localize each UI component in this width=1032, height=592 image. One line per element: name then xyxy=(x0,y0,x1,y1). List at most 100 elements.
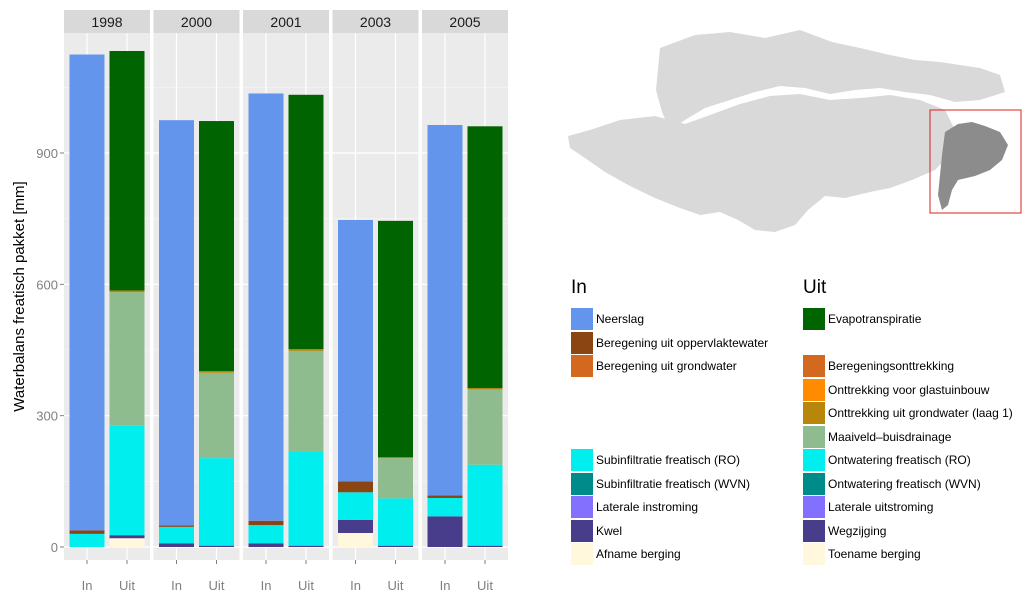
legend-label: Laterale instroming xyxy=(596,500,699,514)
legend-swatch xyxy=(571,355,593,377)
bar-segment-in xyxy=(427,497,463,517)
bar-segment-uit xyxy=(199,371,234,373)
legend-swatch xyxy=(571,449,593,471)
legend-label: Neerslag xyxy=(596,312,645,326)
legend-in-item: Neerslag xyxy=(571,308,644,330)
bar-segment-in xyxy=(248,520,284,526)
bar-segment-uit xyxy=(378,458,413,499)
bar-segment-uit xyxy=(199,121,234,372)
bar-segment-uit xyxy=(467,389,503,465)
bar-segment-uit xyxy=(467,464,503,546)
y-tick-label: 600 xyxy=(36,277,58,292)
map-region-north xyxy=(656,30,1005,130)
bar-segment-in xyxy=(338,492,373,520)
facet-strip xyxy=(64,10,150,33)
legend-label: Beregeningsonttrekking xyxy=(828,359,955,373)
bar-segment-uit xyxy=(288,350,324,452)
y-axis-title: Waterbalans freatisch pakket [mm] xyxy=(11,181,28,411)
bar-segment-uit xyxy=(199,372,234,459)
legend-label: Maaiveld–buisdrainage xyxy=(828,429,952,444)
bar-segment-uit xyxy=(109,290,145,293)
bar-segment-uit xyxy=(288,545,324,547)
bar-segment-in xyxy=(69,530,105,534)
legend-label: Onttrekking uit grondwater (laag 1) xyxy=(828,406,1013,420)
bar-segment-uit xyxy=(467,126,503,389)
legend-in-item: Kwel xyxy=(571,519,622,542)
facet-strip xyxy=(153,10,240,33)
legend-swatch xyxy=(571,308,593,330)
legend-swatch xyxy=(803,519,825,542)
x-tick-label: Uit xyxy=(119,578,135,592)
waterbalance-chart: Waterbalans freatisch pakket [mm] 1998 In U… xyxy=(11,10,508,592)
legend-label: Wegzijging xyxy=(828,523,887,538)
bar-segment-in xyxy=(248,525,284,544)
bar-segment-uit xyxy=(378,220,413,458)
bar-segment-in xyxy=(69,533,105,547)
bar-segment-uit xyxy=(199,545,234,547)
legend-label: Subinfiltratie freatisch (RO) xyxy=(596,453,741,467)
legend-title-in: In xyxy=(571,277,587,298)
legend-uit-item: Wegzijging xyxy=(803,519,887,542)
legend-in-item: Beregening uit grondwater xyxy=(571,355,737,377)
locator-map xyxy=(560,20,1025,240)
x-tick-label: Uit xyxy=(477,578,493,592)
legend-label: Ontwatering freatisch (WVN) xyxy=(828,476,981,491)
legend-label: Beregening uit oppervlaktewater xyxy=(596,335,769,350)
x-tick-label: In xyxy=(440,578,451,592)
x-tick-label: Uit xyxy=(298,578,314,592)
legend-swatch xyxy=(803,355,825,377)
legend-swatch xyxy=(803,449,825,471)
legend-uit-item: Ontwatering freatisch (RO) xyxy=(803,449,971,471)
bar-segment-uit xyxy=(199,458,234,546)
bar-segment-uit xyxy=(288,349,324,351)
bar-segment-in xyxy=(338,219,373,482)
legend-uit-item: Onttrekking voor glastuinbouw xyxy=(803,378,990,401)
bar-segment-in xyxy=(248,543,284,547)
bar-segment-uit xyxy=(109,538,145,547)
bar-segment-in xyxy=(69,54,105,531)
facet-label: 2001 xyxy=(270,14,301,30)
legend-in-item: Subinfiltratie freatisch (RO) xyxy=(571,449,740,471)
map-selection-frame xyxy=(929,109,1022,214)
bar-segment-in xyxy=(159,525,194,527)
legend-label: Afname berging xyxy=(596,547,681,561)
facet-strip xyxy=(332,10,419,33)
legend-swatch xyxy=(803,308,825,330)
legend-in-item: Subinfiltratie freatisch (WVN) xyxy=(571,472,750,495)
legend-swatch xyxy=(803,496,825,518)
legend-swatch xyxy=(571,496,593,518)
facet-label: 1998 xyxy=(91,14,122,30)
bar-segment-in xyxy=(427,495,463,498)
bar-segment-in xyxy=(159,526,194,544)
legend-label: Toename berging xyxy=(828,547,921,561)
bar-segment-uit xyxy=(378,457,413,459)
x-tick-label: In xyxy=(261,578,272,592)
bar-segment-uit xyxy=(467,545,503,547)
facet-strip xyxy=(243,10,329,33)
bar-segment-in xyxy=(427,516,463,547)
legend-swatch xyxy=(803,425,825,448)
legend-swatch xyxy=(571,519,593,542)
legend-uit-item: Beregeningsonttrekking xyxy=(803,355,954,377)
legend-label: Onttrekking voor glastuinbouw xyxy=(828,382,990,397)
bar-segment-uit xyxy=(288,451,324,546)
legend-uit-item: Toename berging xyxy=(803,543,921,565)
bar-segment-uit xyxy=(109,51,145,291)
legend-swatch xyxy=(571,543,593,565)
legend-swatch xyxy=(571,472,593,495)
facet-label: 2003 xyxy=(360,14,391,30)
legend-uit-item: Laterale uitstroming xyxy=(803,496,933,518)
bar-segment-uit xyxy=(109,292,145,426)
legend-swatch xyxy=(803,402,825,424)
legend-label: Evapotranspiratie xyxy=(828,312,922,326)
bar-segment-in xyxy=(338,532,373,547)
bar-segment-in xyxy=(338,481,373,493)
legend-in-item: Afname berging xyxy=(571,543,681,565)
facet-strip xyxy=(422,10,508,33)
legend-swatch xyxy=(803,543,825,565)
legend-uit-item: Maaiveld–buisdrainage xyxy=(803,425,952,448)
x-tick-label: In xyxy=(171,578,182,592)
y-tick-label: 0 xyxy=(51,540,58,555)
bar-segment-in xyxy=(248,93,284,521)
bar-segment-uit xyxy=(467,388,503,390)
